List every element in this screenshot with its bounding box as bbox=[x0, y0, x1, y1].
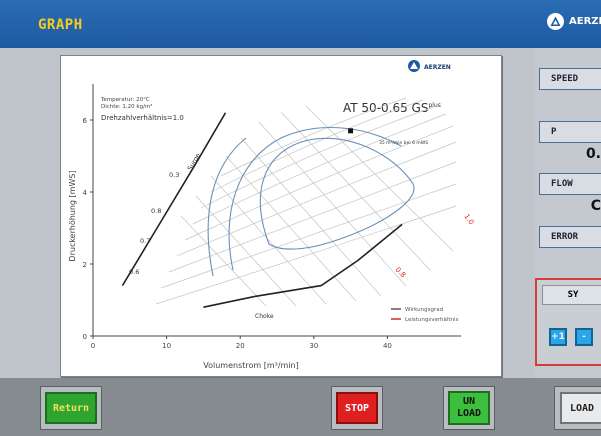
right-panel: SPEED P 0. FLOW C ERROR SY +1 - bbox=[535, 48, 601, 378]
sy-button[interactable]: SY bbox=[542, 285, 601, 305]
flow-value: C bbox=[590, 198, 601, 214]
title-bar: GRAPH AERZE bbox=[0, 0, 601, 48]
x-tick-label-1: 10 bbox=[162, 342, 171, 350]
pressure-button[interactable]: P bbox=[539, 121, 601, 143]
contour-inner bbox=[259, 137, 415, 250]
wirkung-label-0: 1.0 bbox=[462, 213, 475, 227]
efficiency-contours bbox=[207, 126, 415, 277]
y-ticks: 0 2 4 6 bbox=[83, 117, 93, 341]
x-axis-label: Volumenstrom [m³/min] bbox=[203, 361, 299, 370]
leistung-label-1: 0.8 bbox=[151, 207, 161, 215]
sy-decrement-button[interactable]: - bbox=[575, 328, 593, 346]
error-button[interactable]: ERROR bbox=[539, 226, 601, 248]
chart-model-name: AT 50-0.65 GS bbox=[343, 101, 428, 115]
brand-text: AERZE bbox=[569, 16, 601, 27]
operating-point-note: 35 m³/min bei 6 mWS bbox=[379, 140, 428, 146]
y-tick-label-3: 6 bbox=[83, 117, 88, 125]
x-tick-label-2: 20 bbox=[236, 342, 245, 350]
chart-logo-text: AERZEN bbox=[424, 64, 451, 71]
legend-label-wirkung: Wirkungsgrad bbox=[405, 307, 443, 313]
chart-condition-temp: Temperatur: 20°C bbox=[100, 97, 150, 103]
performance-chart: AERZEN AT 50-0.65 GSplus Temperatur: 20°… bbox=[68, 60, 475, 370]
y-axis-label: Druckerhöhung [mWS] bbox=[68, 170, 77, 261]
leistung-label-3: 0.6 bbox=[129, 268, 139, 276]
chart-logo: AERZEN bbox=[408, 60, 451, 72]
load-button-label: LOAD bbox=[560, 392, 601, 424]
brand: AERZE bbox=[547, 13, 601, 30]
x-tick-label-3: 30 bbox=[309, 342, 318, 350]
chart-condition-density: Dichte: 1,20 kg/m³ bbox=[101, 103, 153, 110]
return-button[interactable]: Return bbox=[40, 386, 102, 430]
contour-outer bbox=[207, 137, 247, 277]
series-layer bbox=[121, 112, 403, 308]
sy-group: SY +1 - bbox=[535, 278, 601, 366]
surge-line bbox=[121, 112, 227, 287]
surge-label: Surge bbox=[186, 152, 202, 172]
y-tick-label-0: 0 bbox=[83, 333, 87, 341]
pressure-value: 0. bbox=[585, 146, 601, 162]
efficiency-curve-fan bbox=[155, 97, 457, 307]
y-tick-label-1: 2 bbox=[83, 261, 87, 269]
leistung-label-0: 0.3 bbox=[169, 171, 179, 179]
performance-chart-frame: AERZEN AT 50-0.65 GSplus Temperatur: 20°… bbox=[60, 55, 502, 377]
stop-button-label: STOP bbox=[336, 392, 378, 424]
contour-mid bbox=[228, 126, 402, 271]
load-button[interactable]: LOAD bbox=[554, 386, 601, 430]
chart-speed-ratio: Drehzahlverhältnis=1.0 bbox=[101, 114, 184, 122]
chart-legend: Wirkungsgrad Leistungsverhältnis bbox=[391, 307, 459, 323]
stop-button[interactable]: STOP bbox=[331, 386, 383, 430]
aerzen-logo-icon bbox=[547, 13, 564, 30]
legend-label-leistung: Leistungsverhältnis bbox=[405, 317, 459, 323]
x-tick-label-0: 0 bbox=[91, 342, 95, 350]
unload-button-label: UN LOAD bbox=[448, 391, 490, 425]
y-tick-label-2: 4 bbox=[83, 189, 88, 197]
x-ticks: 0 10 20 30 40 bbox=[91, 336, 392, 350]
wirkung-label-1: 0.8 bbox=[394, 266, 408, 280]
x-tick-label-4: 40 bbox=[383, 342, 392, 350]
chart-model-title: AT 50-0.65 GSplus bbox=[343, 101, 441, 115]
operating-point-marker bbox=[348, 128, 354, 134]
unload-button[interactable]: UN LOAD bbox=[443, 386, 495, 430]
choke-label: Choke bbox=[255, 313, 274, 320]
sy-increment-button[interactable]: +1 bbox=[549, 328, 567, 346]
leistung-label-2: 0.7 bbox=[140, 237, 150, 245]
chart-model-sup: plus bbox=[428, 102, 440, 109]
choke-line bbox=[203, 223, 403, 308]
speed-button[interactable]: SPEED bbox=[539, 68, 601, 90]
flow-button[interactable]: FLOW bbox=[539, 173, 601, 195]
window-title: GRAPH bbox=[38, 17, 83, 33]
return-button-label: Return bbox=[45, 392, 97, 424]
